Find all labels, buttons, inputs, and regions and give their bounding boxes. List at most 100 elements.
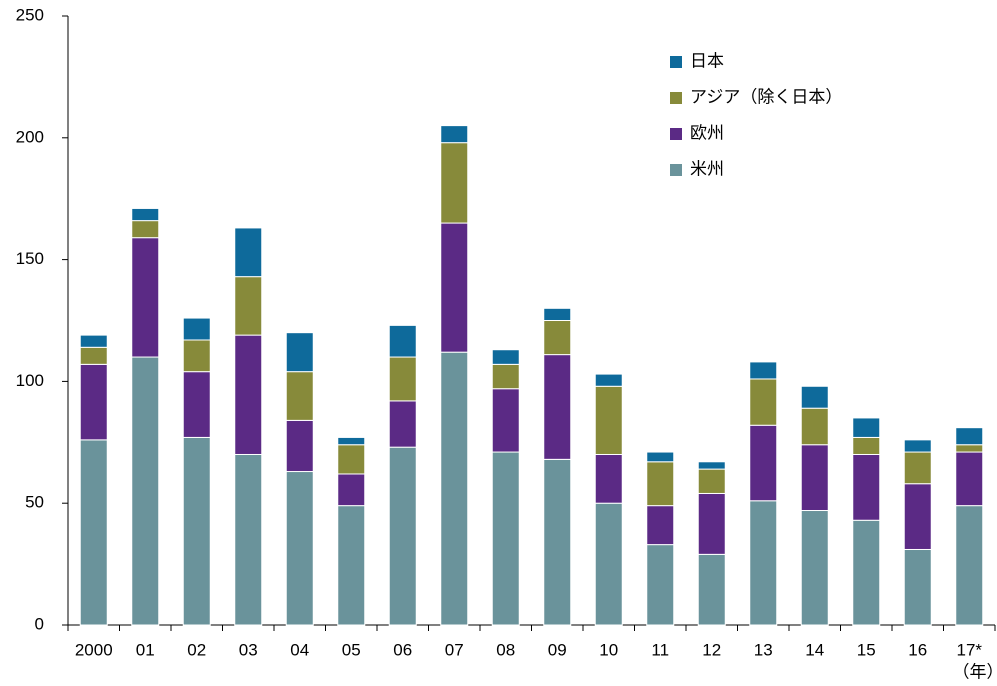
bar-segment <box>903 439 932 453</box>
x-tick-label: 01 <box>136 640 155 659</box>
legend-label: 欧州 <box>690 123 724 142</box>
bar-segment <box>131 207 160 222</box>
bar-segment <box>182 436 211 626</box>
y-tick-label: 0 <box>35 614 44 633</box>
y-tick-label: 250 <box>16 5 44 24</box>
bar-segment <box>79 334 108 348</box>
x-tick-label: 10 <box>599 640 618 659</box>
bar-segment <box>646 544 675 626</box>
bar-segment <box>543 354 572 460</box>
bar-segment <box>79 363 108 441</box>
bar-segment <box>131 356 160 626</box>
x-tick-label: 05 <box>342 640 361 659</box>
bar-segment <box>491 349 520 365</box>
bar-segment <box>955 451 984 507</box>
bar-segment <box>234 334 263 455</box>
bar-segment <box>131 220 160 239</box>
bar-segment <box>903 451 932 485</box>
x-tick-label: 08 <box>496 640 515 659</box>
bar-segment <box>800 407 829 446</box>
bar-segment <box>388 400 417 448</box>
y-tick-label: 50 <box>25 493 44 512</box>
bar-segment <box>955 444 984 453</box>
bar-segment <box>491 388 520 453</box>
bar-segment <box>440 142 469 224</box>
bar-segment <box>749 361 778 380</box>
legend-swatch <box>670 56 682 68</box>
bar-segment <box>131 237 160 358</box>
bar-segment <box>646 461 675 507</box>
bar-segment <box>491 363 520 390</box>
bar-segment <box>440 222 469 353</box>
bar-segment <box>594 373 623 387</box>
bar-segment <box>79 346 108 365</box>
bar-segment <box>440 125 469 144</box>
x-tick-label: 07 <box>445 640 464 659</box>
bar-segment <box>594 453 623 504</box>
bar-segment <box>646 505 675 546</box>
bar-segment <box>182 339 211 373</box>
bar-segment <box>697 553 726 626</box>
bar-segment <box>79 439 108 626</box>
bar-segment <box>594 385 623 455</box>
bar-segment <box>852 436 881 455</box>
x-tick-label: 14 <box>805 640 824 659</box>
y-tick-label: 100 <box>16 371 44 390</box>
bar-segment <box>800 510 829 626</box>
bar-segment <box>285 419 314 473</box>
bar-segment <box>852 453 881 521</box>
y-tick-label: 200 <box>16 127 44 146</box>
bar-segment <box>440 351 469 626</box>
bar-segment <box>749 424 778 502</box>
bar-segment <box>800 444 829 512</box>
bar-segment <box>697 468 726 494</box>
legend-swatch <box>670 92 682 104</box>
bar-segment <box>182 317 211 341</box>
bar-segment <box>697 492 726 555</box>
bar-segment <box>337 444 366 475</box>
x-tick-label: 06 <box>393 640 412 659</box>
x-tick-label: 2000 <box>75 640 113 659</box>
bar-segment <box>285 371 314 421</box>
bar-segment <box>388 324 417 358</box>
bar-segment <box>234 276 263 336</box>
bar-segment <box>337 436 366 446</box>
x-tick-label: 15 <box>857 640 876 659</box>
bar-segment <box>955 427 984 446</box>
bar-segment <box>697 461 726 470</box>
bar-segment <box>337 473 366 507</box>
bar-segment <box>543 458 572 626</box>
bar-segment <box>852 417 881 438</box>
x-tick-label: 03 <box>239 640 258 659</box>
x-tick-label: 12 <box>702 640 721 659</box>
x-tick-label: 16 <box>908 640 927 659</box>
bar-segment <box>388 446 417 626</box>
bar-segment <box>955 505 984 626</box>
x-tick-label: 13 <box>754 640 773 659</box>
bar-segment <box>594 502 623 626</box>
bar-segment <box>388 356 417 402</box>
x-unit: （年） <box>953 662 997 681</box>
y-tick-label: 150 <box>16 249 44 268</box>
bar-segment <box>234 227 263 278</box>
legend-swatch <box>670 164 682 176</box>
x-tick-label: 02 <box>187 640 206 659</box>
x-tick-label: 11 <box>651 640 669 659</box>
bar-segment <box>285 332 314 373</box>
bar-segment <box>749 500 778 626</box>
bar-segment <box>749 378 778 426</box>
x-tick-label: 09 <box>548 640 567 659</box>
bar-segment <box>337 505 366 626</box>
legend-label: 日本 <box>690 51 724 70</box>
bar-segment <box>285 471 314 626</box>
x-tick-label: 17* <box>956 640 982 659</box>
bar-segment <box>543 320 572 356</box>
bar-segment <box>491 451 520 626</box>
bar-segment <box>852 519 881 626</box>
x-tick-label: 04 <box>290 640 309 659</box>
bar-segment <box>646 451 675 463</box>
bar-segment <box>234 453 263 626</box>
legend-label: アジア（除く日本） <box>690 87 842 106</box>
bar-segment <box>543 307 572 322</box>
